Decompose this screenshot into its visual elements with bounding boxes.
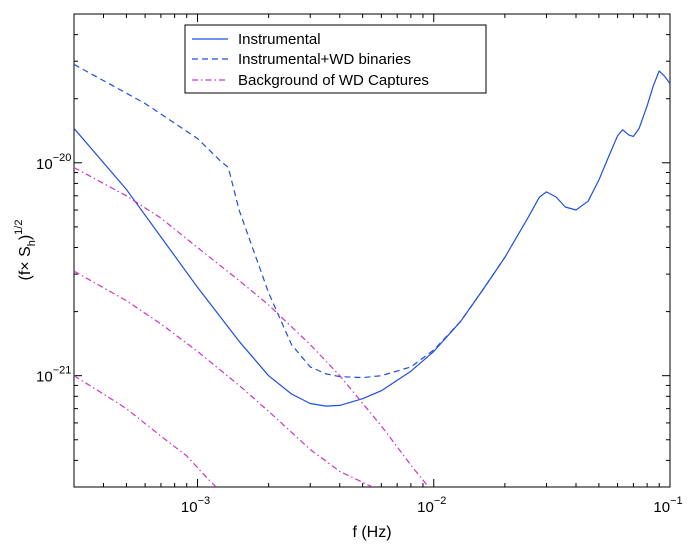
legend-box: [184, 24, 487, 94]
x-tick-label: 10−3: [181, 495, 210, 516]
series-line-0: [74, 70, 670, 407]
series-line-2: [74, 166, 429, 487]
axis-ticks: 10−3 10−2 10−1 10−21 10−20: [36, 14, 683, 516]
x-tick-label: 10−1: [653, 495, 682, 516]
y-tick-label: 10−20: [36, 152, 71, 173]
y-axis-title: (f× Sh)1/2: [13, 220, 38, 281]
legend-label-wd-captures: Background of WD Captures: [238, 72, 429, 89]
y-tick-label: 10−21: [36, 365, 71, 386]
x-axis-title: f (Hz): [352, 524, 391, 541]
legend: Instrumental Instrumental+WD binaries Ba…: [184, 24, 487, 94]
legend-label-instrumental: Instrumental: [238, 31, 321, 48]
x-tick-label: 10−2: [417, 495, 446, 516]
series-line-1: [74, 63, 506, 379]
legend-label-instrumental-wd-binaries: Instrumental+WD binaries: [238, 51, 411, 68]
series-lines: [74, 63, 670, 487]
